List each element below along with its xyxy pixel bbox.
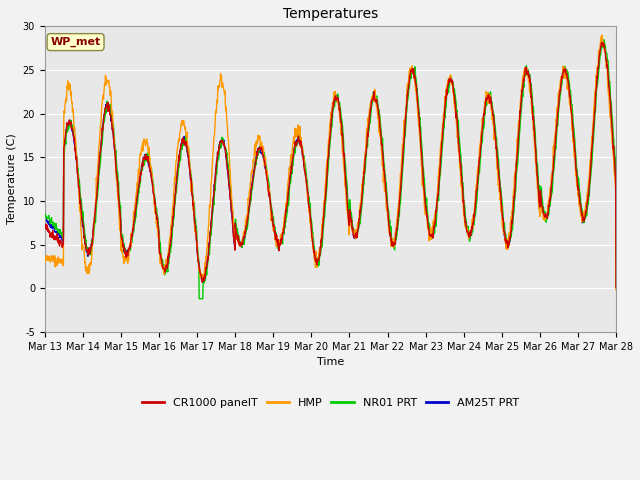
X-axis label: Time: Time — [317, 357, 344, 367]
Text: WP_met: WP_met — [51, 37, 100, 47]
Y-axis label: Temperature (C): Temperature (C) — [7, 134, 17, 225]
Title: Temperatures: Temperatures — [283, 7, 378, 21]
Legend: CR1000 panelT, HMP, NR01 PRT, AM25T PRT: CR1000 panelT, HMP, NR01 PRT, AM25T PRT — [138, 393, 524, 412]
